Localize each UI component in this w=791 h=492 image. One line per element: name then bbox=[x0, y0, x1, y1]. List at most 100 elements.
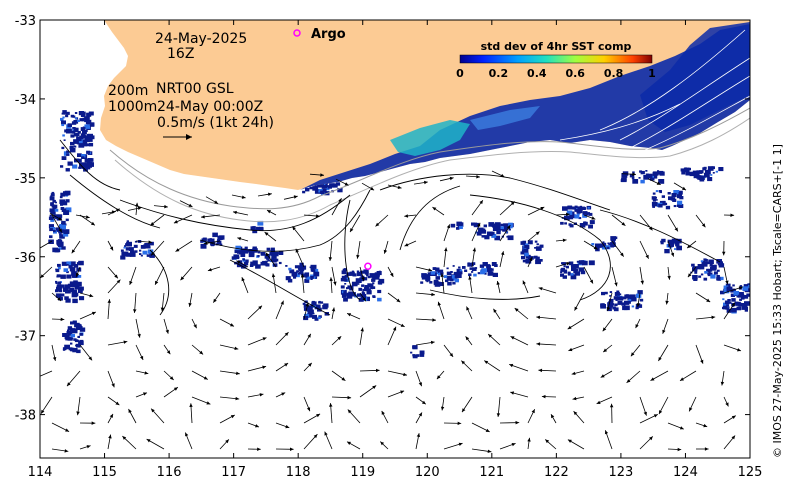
sst-pixel bbox=[610, 244, 614, 248]
current-arrow bbox=[387, 370, 408, 377]
current-arrow bbox=[695, 214, 706, 228]
sst-pixel bbox=[84, 124, 90, 129]
sst-pixel bbox=[636, 293, 642, 298]
sst-pixel bbox=[621, 173, 628, 178]
current-arrow bbox=[356, 240, 361, 259]
current-arrow bbox=[49, 213, 63, 221]
sst-pixel bbox=[709, 264, 713, 267]
current-arrow bbox=[359, 266, 365, 282]
sst-pixel bbox=[124, 245, 127, 247]
sst-pixel bbox=[645, 170, 648, 172]
current-arrow bbox=[153, 204, 168, 209]
current-arrow bbox=[135, 240, 153, 244]
current-arrow bbox=[499, 443, 516, 450]
current-arrow bbox=[231, 194, 246, 199]
sst-pixel bbox=[677, 200, 683, 205]
sst-pixel bbox=[310, 278, 313, 280]
sst-pixel bbox=[487, 232, 491, 235]
current-arrow bbox=[471, 222, 481, 242]
sst-pixel bbox=[303, 304, 309, 308]
sst-pixel bbox=[631, 297, 637, 302]
sst-pixel bbox=[346, 294, 353, 299]
credit-line: © IMOS 27-May-2025 15:33 Hobart; Tscale=… bbox=[771, 144, 784, 458]
sst-pixel bbox=[732, 284, 735, 287]
sst-pixel bbox=[719, 276, 724, 281]
sst-pixel bbox=[378, 270, 381, 273]
current-arrow bbox=[688, 396, 697, 412]
current-arrow bbox=[583, 214, 596, 220]
sst-pixel bbox=[242, 259, 246, 262]
sst-pixel bbox=[59, 196, 63, 199]
current-arrow bbox=[133, 292, 137, 313]
sst-pixel bbox=[61, 112, 64, 115]
sst-pixel bbox=[73, 145, 77, 148]
current-arrow bbox=[200, 214, 221, 219]
sst-pixel bbox=[60, 224, 66, 230]
current-arrow bbox=[380, 441, 389, 450]
sst-pixel bbox=[296, 270, 300, 273]
sst-pixel bbox=[420, 281, 424, 284]
sst-pixel bbox=[76, 325, 82, 330]
sst-pixel bbox=[84, 120, 87, 123]
sst-pixel bbox=[676, 245, 682, 251]
sst-pixel bbox=[64, 230, 69, 234]
sst-pixel bbox=[496, 230, 501, 235]
current-arrow bbox=[499, 224, 511, 242]
current-arrow bbox=[283, 195, 298, 200]
colorbar-tick-label: 0.2 bbox=[489, 67, 509, 80]
sst-pixel bbox=[316, 182, 323, 188]
current-arrow bbox=[555, 262, 571, 268]
sst-pixel bbox=[468, 273, 472, 277]
sst-pixel bbox=[494, 222, 501, 227]
sst-pixel bbox=[209, 238, 215, 243]
sst-pixel bbox=[233, 254, 240, 260]
sst-pixel bbox=[521, 249, 525, 252]
sst-pixel bbox=[61, 120, 66, 125]
current-arrow bbox=[375, 214, 389, 227]
sst-pixel bbox=[72, 298, 78, 304]
current-arrow bbox=[723, 286, 743, 294]
streamline bbox=[379, 173, 611, 211]
sst-pixel bbox=[639, 298, 644, 302]
header-velocity-scale: 0.5m/s (1kt 24h) bbox=[157, 115, 274, 131]
sst-pixel bbox=[652, 192, 656, 195]
sst-pixel bbox=[609, 295, 612, 297]
sst-pixel bbox=[327, 185, 332, 189]
sst-pixel bbox=[494, 235, 501, 241]
sst-pixel bbox=[76, 262, 80, 265]
sst-pixel bbox=[502, 227, 508, 232]
sst-pixel bbox=[471, 271, 474, 273]
sst-pixel bbox=[371, 286, 376, 289]
sst-pixel bbox=[522, 259, 526, 263]
sst-pixel bbox=[596, 247, 599, 250]
sst-pixel bbox=[743, 295, 749, 299]
current-arrow bbox=[309, 173, 325, 177]
current-arrow bbox=[538, 368, 557, 373]
sst-pixel bbox=[69, 146, 74, 150]
sst-pixel bbox=[632, 171, 635, 174]
current-arrow bbox=[191, 318, 197, 329]
current-arrow bbox=[107, 434, 112, 450]
sst-pixel bbox=[614, 303, 618, 307]
sst-pixel bbox=[341, 294, 347, 298]
sst-pixel bbox=[246, 249, 251, 253]
sst-pixel bbox=[410, 351, 413, 354]
sst-pixel bbox=[589, 220, 595, 225]
sst-pixel bbox=[631, 177, 635, 180]
current-arrow bbox=[381, 410, 389, 424]
current-arrow bbox=[723, 435, 736, 450]
sst-pixel bbox=[481, 235, 485, 238]
sst-pixel bbox=[667, 239, 673, 244]
current-arrow bbox=[510, 336, 529, 346]
sst-pixel bbox=[55, 280, 58, 283]
current-arrow bbox=[349, 214, 361, 233]
sst-pixel bbox=[357, 293, 362, 297]
sst-pixel bbox=[723, 302, 729, 308]
sst-pixel bbox=[61, 220, 66, 225]
sst-pixel bbox=[130, 250, 135, 254]
current-arrow bbox=[76, 396, 81, 416]
sst-pixel bbox=[317, 316, 321, 320]
current-arrow bbox=[247, 305, 263, 320]
sst-pixel bbox=[437, 273, 442, 276]
sst-pixel bbox=[583, 262, 587, 265]
